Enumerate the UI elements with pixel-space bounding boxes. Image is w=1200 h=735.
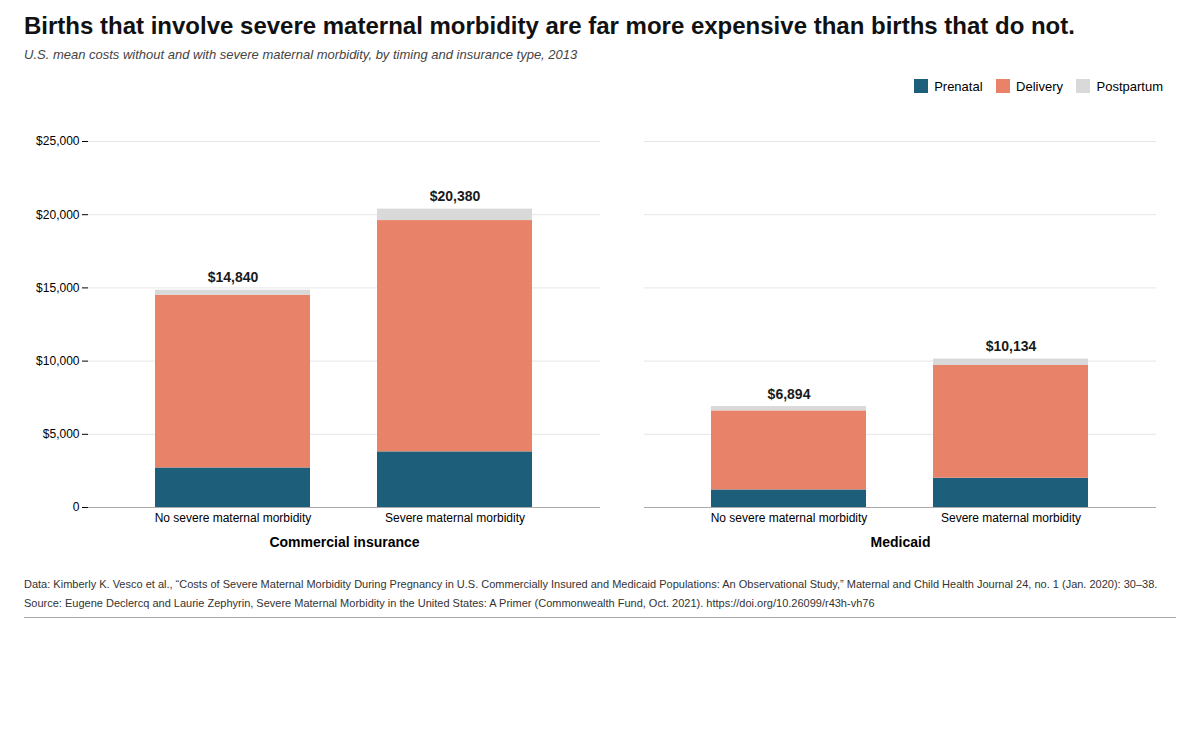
svg-text:No severe maternal morbidity: No severe maternal morbidity xyxy=(155,511,312,525)
html-text:Delivery: Delivery xyxy=(1016,78,1063,94)
html-text:Source: Eugene Declercq and La: Source: Eugene Declercq and Laurie Zephy… xyxy=(24,597,875,610)
svg-text:$6,894: $6,894 xyxy=(768,386,811,402)
svg-text:$5,000: $5,000 xyxy=(43,427,80,441)
svg-text:Commercial insurance: Commercial insurance xyxy=(269,535,419,551)
svg-text:$25,000: $25,000 xyxy=(36,135,80,149)
svg-text:Severe maternal morbidity: Severe maternal morbidity xyxy=(941,511,1081,525)
html-text:Data: Kimberly K. Vesco et al.: Data: Kimberly K. Vesco et al., “Costs o… xyxy=(24,578,1158,591)
svg-text:Severe maternal morbidity: Severe maternal morbidity xyxy=(385,511,525,525)
svg-text:No severe maternal morbidity: No severe maternal morbidity xyxy=(711,511,868,525)
svg-text:$10,134: $10,134 xyxy=(986,338,1037,354)
html-text:Births that involve severe mat: Births that involve severe maternal morb… xyxy=(24,12,1075,39)
svg-text:$14,840: $14,840 xyxy=(208,270,259,286)
svg-text:Medicaid: Medicaid xyxy=(871,535,931,551)
svg-text:$15,000: $15,000 xyxy=(36,281,80,295)
svg-text:$20,380: $20,380 xyxy=(430,188,481,204)
html-text:Postpartum: Postpartum xyxy=(1096,78,1163,94)
svg-text:$20,000: $20,000 xyxy=(36,208,80,222)
svg-text:$10,000: $10,000 xyxy=(36,354,80,368)
html-text:Prenatal: Prenatal xyxy=(934,78,983,94)
svg-text:0: 0 xyxy=(73,501,80,515)
html-text:U.S. mean costs without and wi: U.S. mean costs without and with severe … xyxy=(24,46,578,62)
